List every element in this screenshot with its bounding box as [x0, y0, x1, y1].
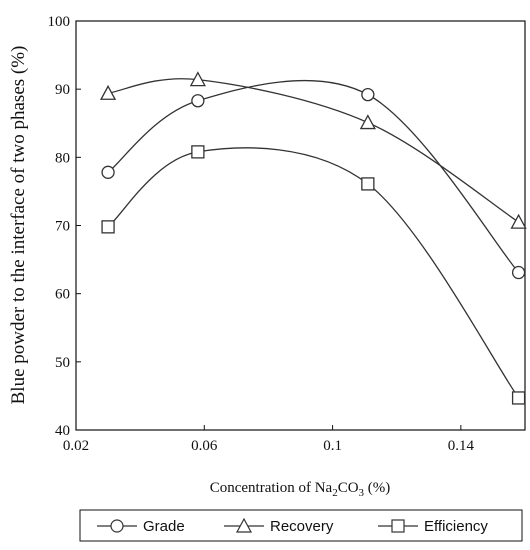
- legend-square-marker-icon: [391, 519, 405, 533]
- x-tick-label: 0.02: [63, 438, 89, 454]
- y-axis: 40 50 60 70 80 90 100: [48, 14, 81, 439]
- y-axis-label: Blue powder to the interface of two phas…: [8, 46, 29, 405]
- data-point-grade: [191, 94, 205, 108]
- x-axis: 0.02 0.06 0.1 0.14: [63, 425, 475, 454]
- data-point-efficiency: [511, 391, 526, 405]
- data-point-efficiency: [361, 177, 375, 191]
- x-tick-label: 0.14: [448, 438, 475, 454]
- series-line-recovery: [107, 78, 519, 223]
- y-tick-label: 70: [55, 219, 70, 235]
- series-line-efficiency: [107, 147, 520, 399]
- legend-triangle-marker-icon: [235, 517, 253, 533]
- data-point-efficiency: [191, 145, 205, 159]
- y-tick-label: 80: [55, 150, 70, 166]
- data-point-grade: [511, 265, 526, 280]
- y-tick-label: 50: [55, 355, 70, 371]
- data-point-efficiency: [101, 220, 115, 234]
- series-line-grade: [107, 79, 520, 273]
- legend-circle-marker-icon: [110, 519, 124, 533]
- y-tick-label: 40: [55, 423, 70, 439]
- data-point-recovery: [189, 71, 206, 87]
- data-point-grade: [101, 165, 115, 179]
- series-layer: [99, 71, 527, 405]
- data-point-recovery: [510, 213, 527, 229]
- data-point-recovery: [99, 84, 117, 100]
- legend-box: [79, 509, 523, 542]
- y-tick-label: 60: [55, 287, 70, 303]
- plot-area-frame: [75, 20, 526, 431]
- legend-item-efficiency: Efficiency: [378, 518, 488, 535]
- x-tick-label: 0.06: [191, 438, 218, 454]
- data-point-recovery: [359, 114, 376, 130]
- y-tick-label: 100: [48, 14, 71, 30]
- x-tick-label: 0.1: [323, 438, 342, 454]
- legend: Grade Recovery Efficiency: [79, 509, 523, 542]
- legend-item-grade: Grade: [97, 518, 185, 535]
- y-tick-label: 90: [55, 82, 70, 98]
- legend-label-recovery: Recovery: [270, 518, 334, 535]
- x-axis-label: Concentration of Na2CO3 (%): [210, 480, 391, 499]
- legend-label-efficiency: Efficiency: [424, 518, 488, 535]
- legend-item-recovery: Recovery: [224, 517, 334, 535]
- data-point-grade: [361, 87, 375, 102]
- legend-label-grade: Grade: [143, 518, 185, 535]
